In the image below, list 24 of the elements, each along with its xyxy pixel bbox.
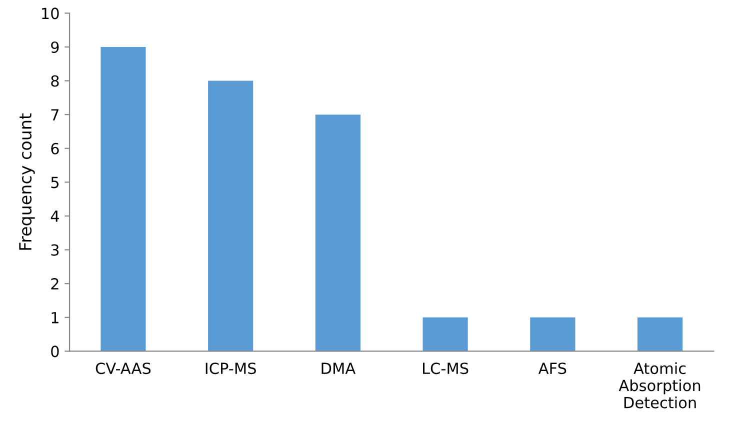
bar bbox=[315, 114, 360, 352]
bar bbox=[422, 317, 468, 352]
y-tick-label: 0 bbox=[51, 346, 59, 358]
x-tick-label: DMA bbox=[322, 362, 356, 374]
y-tick-label: 4 bbox=[50, 210, 59, 222]
y-tick-label: 6 bbox=[51, 142, 59, 154]
y-tick-label: 7 bbox=[51, 109, 59, 120]
x-tick-label: LC-MS bbox=[423, 362, 468, 374]
y-tick-label: 8 bbox=[51, 75, 59, 87]
x-tick-label: ICP-MS bbox=[206, 362, 256, 374]
y-tick-label: 5 bbox=[51, 176, 58, 188]
bar bbox=[530, 317, 576, 352]
y-axis-title: Frequency count bbox=[19, 113, 35, 250]
y-tick-label: 2 bbox=[51, 278, 58, 290]
x-tick-label: Atomic Absorption Detection bbox=[618, 362, 700, 408]
y-tick-label: 10 bbox=[42, 8, 59, 20]
y-tick-label: 9 bbox=[51, 41, 59, 53]
bar bbox=[208, 80, 254, 352]
y-tick-label: 1 bbox=[52, 312, 58, 324]
x-tick-label: AFS bbox=[538, 362, 566, 374]
bar bbox=[100, 46, 146, 352]
x-tick-label: CV-AAS bbox=[96, 362, 151, 374]
y-tick-label: 3 bbox=[51, 244, 59, 256]
bar bbox=[637, 317, 683, 352]
